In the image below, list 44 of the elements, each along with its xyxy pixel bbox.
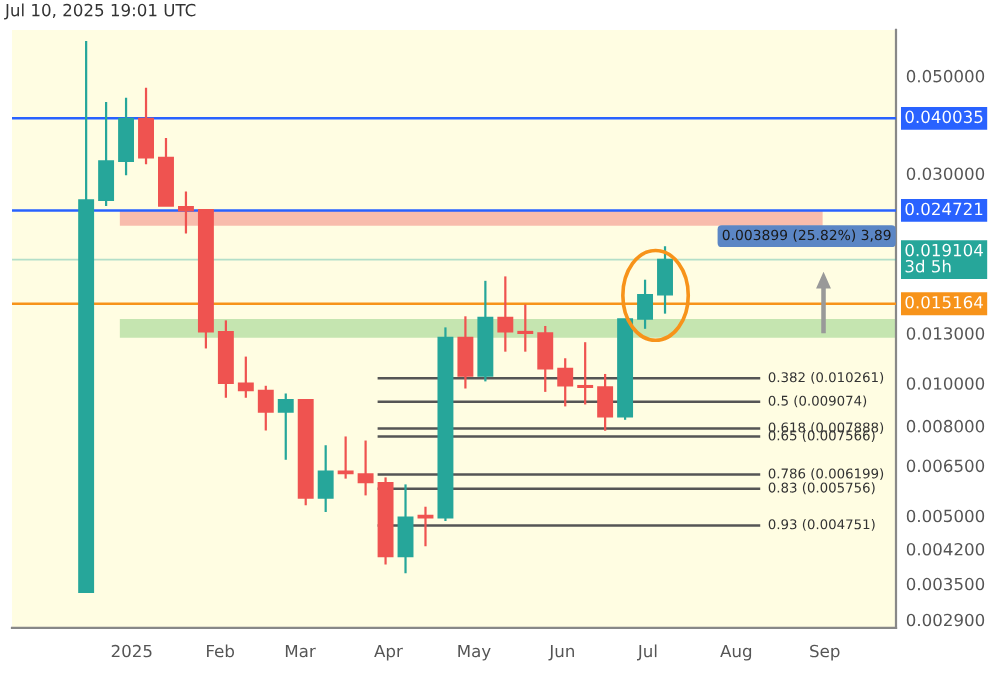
y-tick-label: 0.003500 <box>906 577 985 591</box>
ref-line-label: 0.019104 3d 5h <box>905 243 983 273</box>
candlestick <box>118 96 135 177</box>
candlestick <box>357 439 374 497</box>
ref-line-label: 0.040035 <box>905 110 983 124</box>
y-tick-label: 0.030000 <box>906 167 985 181</box>
x-tick-label: 2025 <box>111 644 152 658</box>
candlestick <box>497 275 514 353</box>
y-tick-label: 0.008000 <box>906 419 985 433</box>
x-tick-label: Aug <box>720 644 752 661</box>
x-tick-label: Mar <box>285 644 316 658</box>
y-tick-label: 0.006500 <box>906 459 985 473</box>
candlestick <box>257 384 274 432</box>
candlestick <box>237 355 254 399</box>
candlestick <box>277 392 294 461</box>
x-tick-label: May <box>458 644 491 661</box>
candlestick <box>337 435 354 480</box>
y-tick-label: 0.050000 <box>906 69 985 83</box>
x-tick-label: Jul <box>636 644 657 661</box>
candlestick <box>397 483 414 575</box>
y-tick-label: 0.005000 <box>906 509 985 523</box>
candlestick <box>138 86 154 166</box>
ref-line-label: 0.015164 <box>905 295 983 309</box>
candlestick <box>637 278 654 330</box>
candlestick <box>98 100 115 208</box>
y-tick-label: 0.004200 <box>906 542 985 556</box>
x-tick-label: Feb <box>207 644 235 658</box>
candlestick <box>557 357 574 408</box>
text: Jul 10, 2025 19:01 UTC <box>4 3 196 20</box>
candlestick <box>517 303 534 353</box>
candlestick <box>597 372 614 432</box>
x-tick-label: Apr <box>374 644 403 661</box>
y-tick-label: 0.010000 <box>906 377 985 390</box>
candlestick <box>317 444 334 513</box>
ref-line-label: 0.024721 <box>905 202 983 216</box>
candlestick <box>657 245 673 315</box>
x-tick-label: Sep <box>810 644 840 661</box>
y-tick-label: 0.013000 <box>906 327 985 340</box>
candlestick <box>577 341 594 406</box>
candlestick <box>177 190 194 235</box>
candlestick <box>457 315 474 390</box>
y-tick-label: 0.002900 <box>906 613 985 627</box>
x-tick-label: Jun <box>548 644 574 661</box>
candlestick <box>537 324 554 393</box>
